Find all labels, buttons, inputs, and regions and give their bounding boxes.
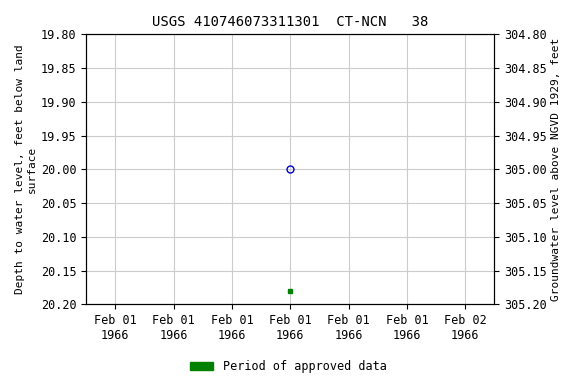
Y-axis label: Depth to water level, feet below land
surface: Depth to water level, feet below land su… xyxy=(15,45,37,294)
Legend: Period of approved data: Period of approved data xyxy=(185,356,391,378)
Y-axis label: Groundwater level above NGVD 1929, feet: Groundwater level above NGVD 1929, feet xyxy=(551,38,561,301)
Title: USGS 410746073311301  CT-NCN   38: USGS 410746073311301 CT-NCN 38 xyxy=(152,15,429,29)
